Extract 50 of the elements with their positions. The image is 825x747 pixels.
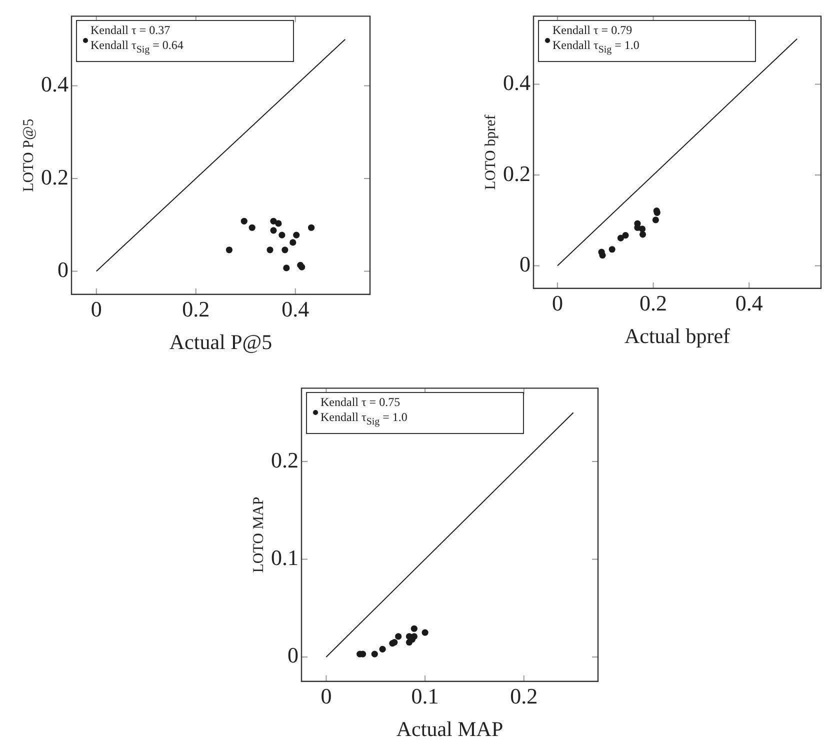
point bbox=[290, 239, 296, 246]
y-tick-label: 0.1 bbox=[271, 545, 298, 570]
y-tick-label: 0.4 bbox=[41, 72, 68, 97]
x-tick-label: 0 bbox=[320, 683, 332, 708]
point bbox=[308, 224, 315, 231]
point bbox=[282, 246, 288, 254]
y-tick-label: 0.4 bbox=[503, 70, 530, 96]
point bbox=[275, 220, 282, 227]
point bbox=[283, 264, 290, 272]
point bbox=[608, 246, 616, 253]
point bbox=[266, 246, 274, 254]
point bbox=[422, 629, 428, 636]
y-tick-label: 0.2 bbox=[271, 447, 298, 472]
point bbox=[371, 650, 378, 658]
legend-label: Kendall τ = 0.75 Kendall τ$_{Sig}$ = 1.0 bbox=[320, 395, 408, 430]
x-axis-title: Actual P@5 bbox=[169, 330, 272, 354]
point bbox=[240, 218, 248, 224]
y-axis-title: LOTO MAP bbox=[250, 496, 267, 573]
x-tick-label: 0.4 bbox=[735, 290, 763, 316]
point bbox=[410, 625, 418, 632]
x-tick-label: 0 bbox=[90, 296, 102, 322]
x-tick-label: 0.2 bbox=[182, 296, 210, 322]
x-tick-label: 0.2 bbox=[640, 290, 668, 316]
legend-label: Kendall τ = 0.37 Kendall τ$_{Sig}$ = 0.64 bbox=[90, 23, 184, 58]
y-tick-label: 0 bbox=[520, 252, 530, 276]
y-axis-title: LOTO P@5 bbox=[20, 118, 37, 192]
y-tick-label: 0 bbox=[58, 257, 68, 282]
point bbox=[622, 232, 629, 239]
legend-label: Kendall τ = 0.79 Kendall τ$_{Sig}$ = 1.0 bbox=[552, 23, 640, 58]
point bbox=[395, 633, 402, 640]
point bbox=[270, 227, 277, 234]
y-tick-label: 0.2 bbox=[41, 164, 68, 190]
y-axis-title: LOTO bpref bbox=[482, 114, 499, 190]
point bbox=[226, 246, 233, 254]
x-axis-title: Actual bpref bbox=[624, 324, 730, 348]
point bbox=[617, 234, 624, 242]
point bbox=[270, 218, 277, 224]
point bbox=[652, 216, 659, 224]
x-axis-title: Actual MAP bbox=[396, 716, 504, 741]
point bbox=[293, 232, 300, 238]
y-tick-label: 0.2 bbox=[503, 160, 530, 186]
point bbox=[639, 231, 646, 238]
x-tick-label: 0 bbox=[552, 290, 563, 316]
point bbox=[278, 232, 286, 238]
point bbox=[410, 633, 418, 640]
x-tick-label: 0.1 bbox=[411, 683, 439, 708]
point bbox=[599, 252, 606, 259]
point bbox=[248, 224, 256, 231]
y-tick-label: 0 bbox=[288, 642, 298, 668]
point bbox=[379, 646, 386, 652]
